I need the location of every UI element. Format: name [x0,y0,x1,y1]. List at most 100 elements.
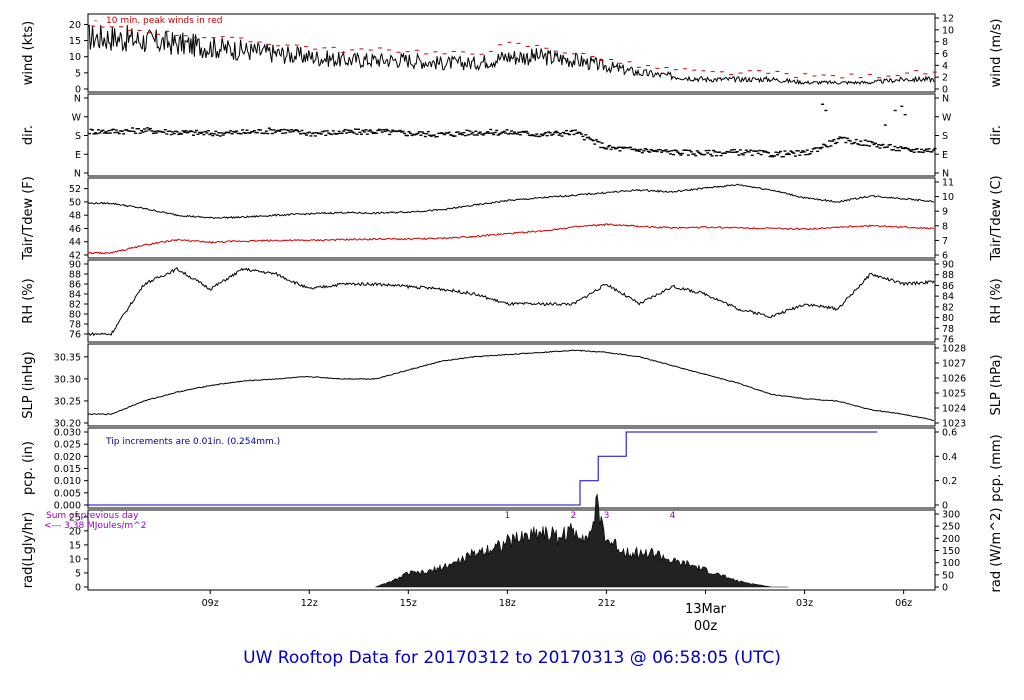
midnight-label: 00z [694,619,718,634]
y-tick-label-left: 84 [69,290,81,301]
y-axis-label-left: rad(Lgly/hr) [21,512,36,588]
y-tick-label-left: 0.000 [54,501,81,512]
y-tick-label-right: N [942,94,949,105]
y-axis-label-right: SLP (hPa) [989,354,1004,415]
series-line-tair [87,183,935,220]
x-tick-label: 03z [796,598,813,609]
y-tick-label-left: 30.25 [54,396,81,407]
y-tick-label-right: 10 [942,25,954,36]
page-title: UW Rooftop Data for 20170312 to 20170313… [243,648,781,668]
y-tick-label-right: 1025 [942,389,966,400]
panel-frame [87,177,936,259]
y-tick-label-right: 88 [942,270,954,281]
y-tick-label-right: 1024 [942,404,966,415]
y-tick-label-left: 78 [69,320,81,331]
y-tick-label-left: 0.005 [54,488,81,499]
y-tick-label-left: 90 [69,260,81,271]
y-axis-label-right: wind (m/s) [989,19,1004,88]
y-tick-label-right: W [942,112,952,123]
y-tick-label-left: 0.010 [54,476,81,487]
x-tick-label: 15z [400,598,417,609]
y-axis-label-left: dir. [21,125,36,145]
x-tick-label: 09z [202,598,219,609]
y-tick-label-right: 2 [942,73,948,84]
panel-frame [87,93,936,177]
rad-hour-marker: 4 [670,511,676,521]
y-axis-label-right: pcp. (mm) [989,434,1004,501]
panel-frame [87,343,936,427]
y-axis-label-left: SLP (inHg) [21,351,36,419]
y-tick-label-right: 250 [942,522,960,533]
y-axis-label-left: wind (kts) [21,21,36,85]
y-tick-label-right: S [942,131,948,142]
y-axis-label-right: dir. [989,125,1004,145]
y-tick-label-right: 200 [942,534,960,545]
rad-hour-marker: 1 [505,511,511,521]
y-tick-label-right: 1023 [942,419,966,430]
x-tick-label: 12z [301,598,318,609]
y-tick-label-right: 10 [942,192,954,203]
panel-pcp: pcp. (in) pcp. (mm)0.0000.0050.0100.0150.… [21,427,1004,512]
panel-temp: Tair/Tdew (F) Tair/Tdew (C) 42 44 46 48 50 52 6 7… [21,175,1004,261]
x-tick-label: 18z [499,598,516,609]
y-tick-label-left: 0.015 [54,464,81,475]
panel-rh: RH (%) RH (%)7678808284868890767880828486… [21,259,1004,346]
y-tick-label-right: 8 [942,37,948,48]
y-tick-label-left: W [72,112,82,123]
y-tick-label-right: 6 [942,251,948,262]
y-tick-label-right: 80 [942,313,954,324]
y-tick-label-right: E [942,150,948,161]
y-tick-label-left: 86 [69,280,81,291]
panel-slp: SLP (inHg) SLP (hPa) 30.20 30.25 30.30 30.35 1… [21,343,1004,430]
y-tick-label-left: 25 [69,512,81,523]
y-tick-label-left: 0.020 [54,452,81,463]
y-tick-label-left: 30.20 [54,419,81,430]
y-tick-label-left: 0 [75,583,81,594]
series-line-tdew [87,223,935,255]
y-tick-label-right: 1028 [942,344,966,355]
x-tick-label: 21z [598,598,615,609]
y-tick-label-right: 78 [942,324,954,335]
y-tick-label-right: 0 [942,85,948,96]
y-axis-label-left: Tair/Tdew (F) [21,176,36,261]
y-tick-label-left: 5 [75,68,81,79]
peak-wind-note: 10 min. peak winds in red [106,16,223,26]
y-axis-label-right: rad (W/m^2) [989,508,1004,593]
y-tick-label-right: 300 [942,510,960,521]
y-tick-label-left: 80 [69,310,81,321]
y-tick-label-left: 30.35 [54,352,81,363]
panel-frame [87,259,936,343]
y-tick-label-right: 11 [942,178,954,189]
y-tick-label-left: 5 [75,568,81,579]
y-tick-label-right: 12 [942,14,954,25]
rad-sum-note: Sum of previous day [46,511,139,521]
y-tick-label-right: 100 [942,558,960,569]
rad-sum-value: <--- 3.38 MJoules/m^2 [44,521,146,531]
panel-rad: rad(Lgly/hr) rad (W/m^2)05101520250501001… [21,493,1004,594]
y-tick-label-right: 50 [942,570,954,581]
y-tick-label-left: 82 [69,300,81,311]
y-tick-label-left: 50 [69,197,81,208]
y-tick-label-right: 76 [942,335,954,346]
y-tick-label-left: 88 [69,270,81,281]
y-tick-label-right: 150 [942,546,960,557]
legend-dash: - [94,16,97,26]
y-tick-label-right: 0.4 [942,452,957,463]
y-tick-label-right: 82 [942,302,954,313]
y-tick-label-right: 9 [942,207,948,218]
y-tick-label-right: 1026 [942,374,966,385]
y-tick-label-left: 52 [69,184,81,195]
series-line [87,267,935,337]
y-tick-label-left: E [75,150,81,161]
y-tick-label-right: 0.6 [942,428,957,439]
y-tick-label-left: N [74,94,81,105]
rad-hour-marker: 3 [604,511,610,521]
series-line [87,24,935,86]
y-tick-label-right: 6 [942,49,948,60]
y-tick-label-left: 20 [69,526,81,537]
y-tick-label-right: 0 [942,583,948,594]
y-tick-label-right: 4 [942,61,948,72]
